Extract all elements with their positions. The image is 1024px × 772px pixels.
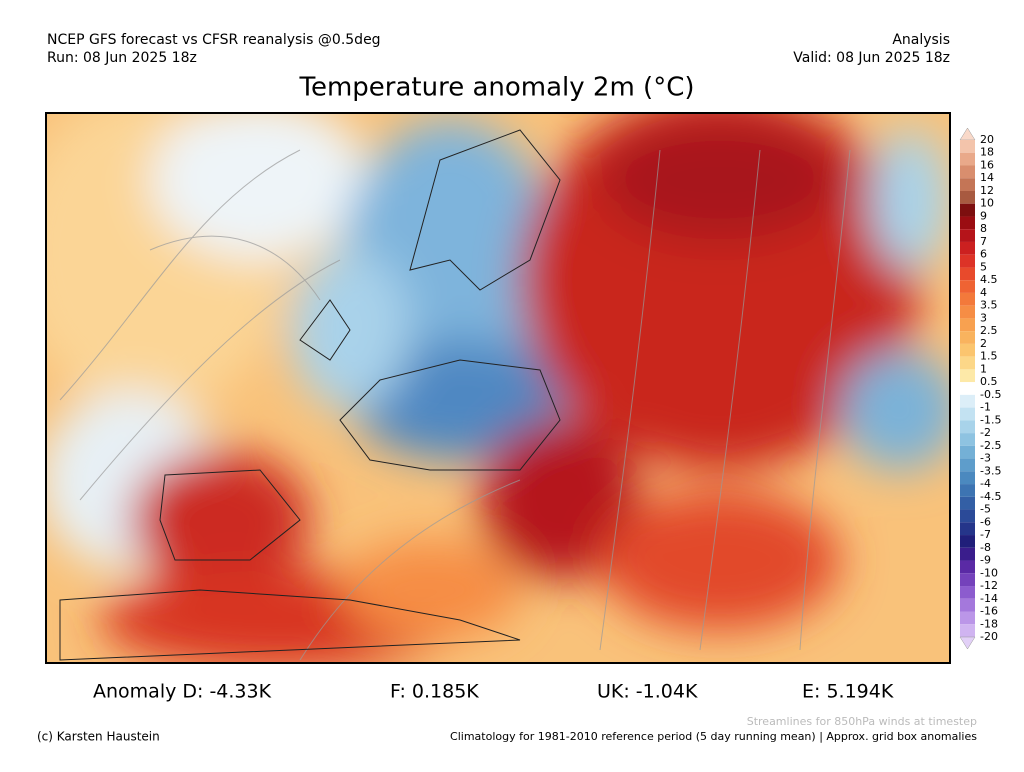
colorbar-segment xyxy=(960,496,975,510)
map xyxy=(46,113,950,663)
colorbar-label: 0.5 xyxy=(980,375,998,388)
colorbar-label: 9 xyxy=(980,209,987,222)
colorbar-label: -3 xyxy=(980,452,991,465)
colorbar-label: -10 xyxy=(980,566,998,579)
colorbar-label: -2 xyxy=(980,426,991,439)
copyright: (c) Karsten Haustein xyxy=(37,730,160,744)
colorbar-segment xyxy=(960,178,975,191)
colorbar-label: -4.5 xyxy=(980,490,1001,503)
streamlines-note: Streamlines for 850hPa winds at timestep xyxy=(747,715,977,728)
colorbar-label: -14 xyxy=(980,592,998,605)
colorbar-segment xyxy=(960,598,975,612)
colorbar-label: -2.5 xyxy=(980,439,1001,452)
valid-label: Valid: 08 Jun 2025 18z xyxy=(793,50,950,66)
colorbar-segment xyxy=(960,165,975,179)
colorbar-label: 1.5 xyxy=(980,350,998,363)
colorbar-segment xyxy=(960,382,975,395)
colorbar-cap xyxy=(959,636,976,650)
colorbar-label: -20 xyxy=(980,630,998,643)
colorbar-cap xyxy=(959,127,976,141)
colorbar-label: 4.5 xyxy=(980,273,998,286)
anomaly-uk: UK: -1.04K xyxy=(597,681,698,703)
kind-label: Analysis xyxy=(892,32,950,48)
colorbar-segment xyxy=(960,343,975,357)
map-frame xyxy=(45,112,951,664)
colorbar-segment xyxy=(960,522,975,536)
model-label: NCEP GFS forecast vs CFSR reanalysis @0.… xyxy=(47,32,381,48)
colorbar-segment xyxy=(960,241,975,255)
colorbar-label: -12 xyxy=(980,579,998,592)
colorbar-segment xyxy=(960,420,975,434)
colorbar-label: 5 xyxy=(980,260,987,273)
colorbar-segment xyxy=(960,356,975,370)
colorbar-label: -5 xyxy=(980,503,991,516)
colorbar-label: -6 xyxy=(980,515,991,528)
colorbar-label: -9 xyxy=(980,554,991,567)
colorbar-segment xyxy=(960,509,975,523)
colorbar-segment xyxy=(960,369,975,383)
colorbar-segment xyxy=(960,560,975,574)
colorbar-label: 1 xyxy=(980,362,987,375)
colorbar-segment xyxy=(960,433,975,446)
colorbar-segment xyxy=(960,586,975,599)
colorbar-label: 12 xyxy=(980,184,994,197)
colorbar-label: 14 xyxy=(980,171,994,184)
colorbar-segment xyxy=(960,280,975,293)
colorbar-label: -8 xyxy=(980,541,991,554)
colorbar-label: -1.5 xyxy=(980,413,1001,426)
colorbar-segment xyxy=(960,292,975,306)
colorbar-segment xyxy=(960,140,975,153)
colorbar-label: 20 xyxy=(980,133,994,146)
colorbar-segment xyxy=(960,254,975,268)
colorbar-label: 7 xyxy=(980,235,987,248)
colorbar-label: -1 xyxy=(980,401,991,414)
colorbar-segment xyxy=(960,216,975,230)
colorbar-segment xyxy=(960,471,975,485)
anomaly-f: F: 0.185K xyxy=(390,681,479,703)
run-label: Run: 08 Jun 2025 18z xyxy=(47,50,197,66)
colorbar-label: -3.5 xyxy=(980,464,1001,477)
colorbar-segment xyxy=(960,305,975,319)
colorbar-label: -7 xyxy=(980,528,991,541)
colorbar-segment xyxy=(960,190,975,204)
colorbar-segment xyxy=(960,547,975,561)
colorbar-label: 4 xyxy=(980,286,987,299)
colorbar-segment xyxy=(960,229,975,242)
colorbar-segment xyxy=(960,152,975,166)
colorbar-segment xyxy=(960,611,975,625)
colorbar-segment xyxy=(960,484,975,497)
colorbar-label: 2.5 xyxy=(980,324,998,337)
colorbar-label: -16 xyxy=(980,605,998,618)
colorbar-label: 10 xyxy=(980,197,994,210)
colorbar-segment xyxy=(960,535,975,548)
colorbar-label: 3 xyxy=(980,311,987,324)
colorbar-label: 16 xyxy=(980,158,994,171)
colorbar-label: -18 xyxy=(980,617,998,630)
colorbar-segment xyxy=(960,407,975,421)
colorbar-label: 18 xyxy=(980,146,994,159)
colorbar-segment xyxy=(960,203,975,217)
colorbar-segment xyxy=(960,458,975,472)
colorbar-segment xyxy=(960,573,975,587)
anomaly-e: E: 5.194K xyxy=(802,681,894,703)
colorbar-segment xyxy=(960,267,975,281)
colorbar-segment xyxy=(960,331,975,344)
colorbar-segment xyxy=(960,624,975,637)
anomaly-d: Anomaly D: -4.33K xyxy=(93,681,272,703)
colorbar-label: 2 xyxy=(980,337,987,350)
colorbar-segment xyxy=(960,445,975,459)
colorbar-label: 3.5 xyxy=(980,299,998,312)
colorbar-segment xyxy=(960,318,975,332)
colorbar-label: 8 xyxy=(980,222,987,235)
colorbar-label: -4 xyxy=(980,477,991,490)
colorbar-label: 6 xyxy=(980,248,987,261)
colorbar-segment xyxy=(960,394,975,408)
colorbar: 201816141210987654.543.532.521.510.5-0.5… xyxy=(959,127,1001,650)
climatology-note: Climatology for 1981-2010 reference peri… xyxy=(450,730,977,743)
colorbar-label: -0.5 xyxy=(980,388,1001,401)
map-title: Temperature anomaly 2m (°C) xyxy=(299,73,695,103)
